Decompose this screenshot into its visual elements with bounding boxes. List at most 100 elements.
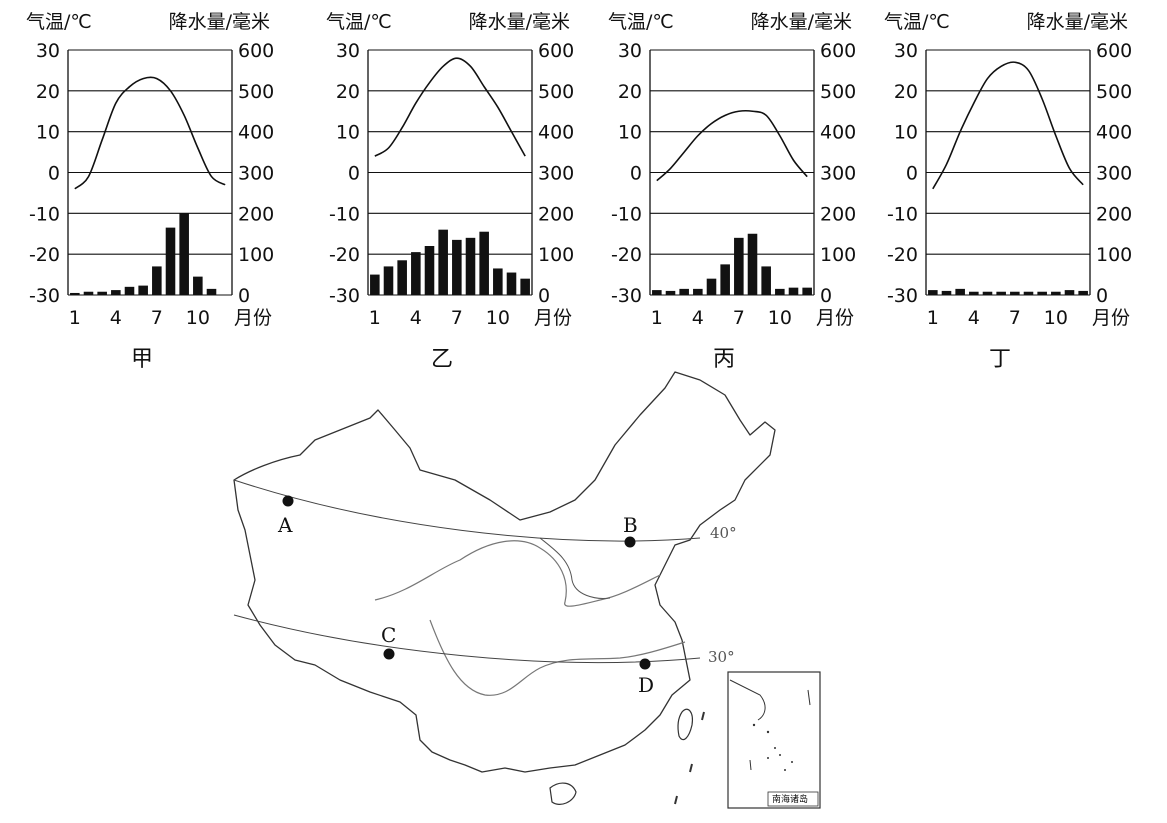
temperature-line [74, 76, 226, 190]
month-tick-label: 10 [486, 307, 510, 329]
precip-bar [111, 290, 121, 295]
precip-tick-label: 200 [238, 203, 274, 225]
precip-axis-title: 降水量/毫米 [469, 11, 570, 33]
precip-bar [165, 227, 176, 295]
precip-bar [941, 290, 952, 295]
precip-tick-label: 500 [820, 81, 856, 103]
temp-tick-label: -10 [329, 203, 360, 225]
inner-border [539, 537, 611, 599]
precip-tick-label: 600 [1096, 40, 1132, 62]
precip-bar [493, 268, 503, 295]
precip-tick-label: 300 [538, 163, 574, 185]
precip-bar [1078, 290, 1088, 295]
temp-tick-label: 20 [36, 81, 60, 103]
precip-tick-label: 0 [538, 285, 550, 307]
month-tick-label: 10 [768, 307, 792, 329]
precip-tick-label: 400 [1096, 122, 1132, 144]
precip-bar [928, 290, 938, 295]
temp-tick-label: -20 [29, 244, 60, 266]
temp-tick-label: 0 [348, 163, 360, 185]
month-tick-label: 4 [692, 307, 704, 329]
point-a [282, 495, 294, 507]
inset-label: 南海诸岛 [772, 793, 808, 805]
temp-tick-label: -20 [329, 244, 360, 266]
precip-bar [193, 276, 203, 295]
point-a-label: A [277, 513, 293, 537]
precip-bar [479, 231, 489, 295]
chart-caption: 乙 [431, 347, 453, 372]
precip-tick-label: 400 [538, 122, 574, 144]
temp-tick-label: 10 [618, 122, 642, 144]
sea-island-mark [674, 795, 678, 805]
precip-tick-label: 400 [820, 122, 856, 144]
temp-tick-label: 0 [630, 163, 642, 185]
precip-bar [775, 288, 785, 295]
precip-bar [179, 213, 189, 295]
precip-axis-title: 降水量/毫米 [169, 11, 270, 33]
temp-tick-label: -20 [611, 244, 642, 266]
precip-bar [996, 291, 1006, 295]
yellow-river [374, 540, 661, 607]
precip-bar [665, 290, 676, 295]
month-tick-label: 4 [110, 307, 122, 329]
precip-tick-label: 600 [820, 40, 856, 62]
precip-bar [982, 291, 993, 295]
precip-tick-label: 500 [238, 81, 274, 103]
point-d-label: D [638, 673, 654, 697]
precip-tick-label: 200 [820, 203, 856, 225]
temp-axis-title: 气温/℃ [326, 11, 392, 33]
yangtze-river [429, 619, 686, 696]
precip-bar [652, 290, 662, 295]
precip-bar [747, 233, 758, 295]
temperature-line [374, 57, 526, 157]
temp-tick-label: 20 [894, 81, 918, 103]
precip-tick-label: 400 [238, 122, 274, 144]
point-b [624, 536, 636, 548]
temp-tick-label: -10 [29, 203, 60, 225]
month-tick-label: 1 [69, 307, 81, 329]
precip-bar [734, 237, 744, 295]
temp-tick-label: -30 [611, 285, 642, 307]
precip-bar [97, 291, 107, 295]
temp-tick-label: -30 [29, 285, 60, 307]
precip-bar [424, 246, 435, 295]
precip-tick-label: 300 [820, 163, 856, 185]
temp-axis-title: 气温/℃ [608, 11, 674, 33]
precip-bar [452, 239, 462, 295]
precip-bar [788, 287, 799, 295]
temp-tick-label: 20 [618, 81, 642, 103]
precip-bar [397, 260, 407, 295]
temp-tick-label: 30 [336, 40, 360, 62]
precip-bar [438, 229, 448, 295]
month-tick-label: 1 [369, 307, 381, 329]
month-tick-label: 1 [651, 307, 663, 329]
precip-bar [955, 288, 965, 295]
precip-bar [465, 237, 476, 295]
precip-tick-label: 300 [1096, 163, 1132, 185]
precip-tick-label: 500 [1096, 81, 1132, 103]
month-tick-label: 7 [1009, 307, 1021, 329]
precip-tick-label: 0 [820, 285, 832, 307]
precip-tick-label: 100 [238, 244, 274, 266]
precip-tick-label: 200 [538, 203, 574, 225]
precip-bar [693, 288, 703, 295]
month-tick-label: 7 [151, 307, 163, 329]
temp-tick-label: 30 [36, 40, 60, 62]
temp-tick-label: -10 [887, 203, 918, 225]
precip-tick-label: 0 [238, 285, 250, 307]
month-tick-label: 10 [1044, 307, 1068, 329]
chart-caption: 丙 [713, 347, 735, 372]
latitude-40-label: 40° [710, 524, 737, 542]
month-tick-label: 4 [968, 307, 980, 329]
sea-island-mark [701, 711, 705, 721]
precip-tick-label: 200 [1096, 203, 1132, 225]
temp-tick-label: -20 [887, 244, 918, 266]
precip-tick-label: 100 [820, 244, 856, 266]
precip-tick-label: 300 [238, 163, 274, 185]
latitude-30 [233, 614, 701, 663]
temp-axis-title: 气温/℃ [26, 11, 92, 33]
precip-tick-label: 500 [538, 81, 574, 103]
precip-tick-label: 100 [1096, 244, 1132, 266]
precip-bar [1023, 291, 1034, 295]
